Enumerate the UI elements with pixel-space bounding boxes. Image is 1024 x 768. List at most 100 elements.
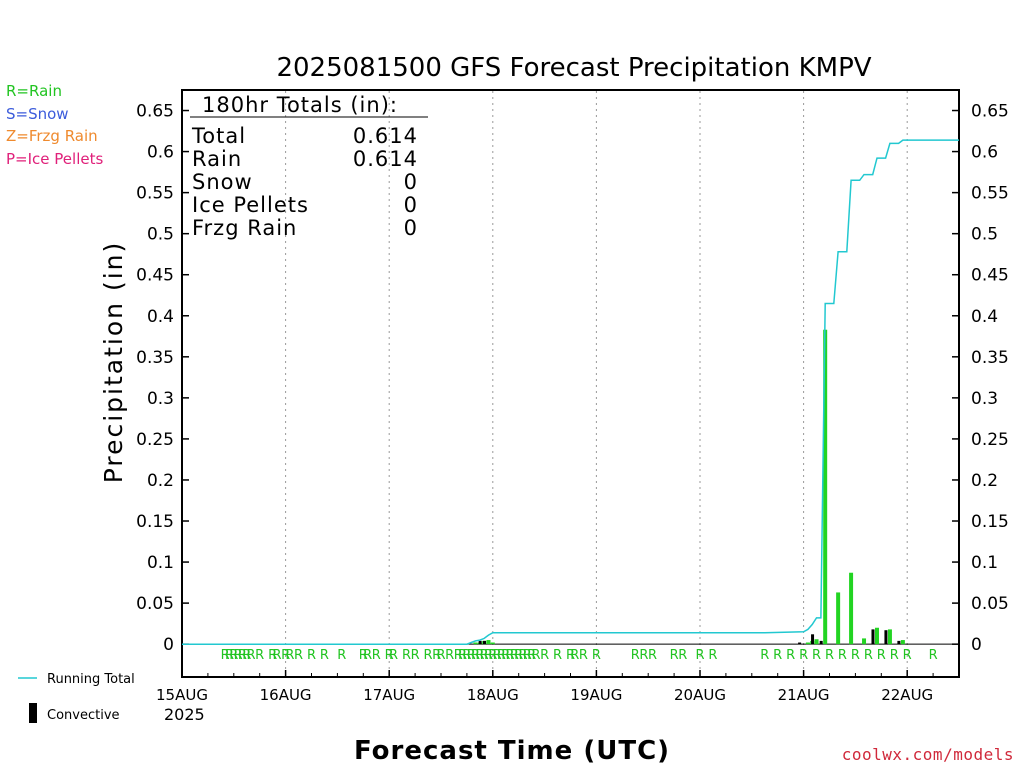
- rain-type-marker: R: [786, 648, 795, 663]
- rain-type-marker: R: [238, 648, 247, 663]
- rain-bar: [823, 329, 828, 645]
- rain-type-marker: R: [484, 648, 493, 663]
- rain-type-marker: R: [402, 648, 411, 663]
- rain-type-marker: R: [514, 648, 523, 663]
- running-total-line: [182, 139, 959, 645]
- y-tick-label-left: 0.2: [147, 471, 174, 491]
- rain-type-marker: R: [523, 648, 532, 663]
- totals-row-label: Snow: [192, 170, 253, 194]
- rain-type-marker: R: [553, 648, 562, 663]
- y-tick-label-left: 0.25: [136, 430, 174, 450]
- rain-bar: [805, 642, 810, 645]
- x-tick-label: 22AUG: [881, 686, 933, 704]
- rain-bar: [836, 592, 841, 645]
- rain-type-marker: R: [799, 648, 808, 663]
- y-tick-label-left: 0.55: [136, 184, 174, 204]
- rain-type-marker: R: [510, 648, 519, 663]
- y-tick-label-right: 0.15: [971, 512, 1009, 532]
- rain-type-marker: R: [488, 648, 497, 663]
- rain-type-marker: R: [497, 648, 506, 663]
- y-tick-label-right: 0.1: [971, 553, 998, 573]
- y-axis-ticks: 0 00.05 0.050.1 0.10.15 0.150.2 0.20.25 0.250.…: [136, 102, 1009, 656]
- y-tick-label-right: 0.45: [971, 266, 1009, 286]
- y-tick-label-left: 0.4: [147, 307, 174, 327]
- rain-type-marker: R: [678, 648, 687, 663]
- rain-type-marker: R: [929, 648, 938, 663]
- convective-bar: [478, 640, 482, 645]
- rain-type-marker: R: [760, 648, 769, 663]
- y-tick-label-right: 0.05: [971, 594, 1009, 614]
- rain-type-marker: R: [337, 648, 346, 663]
- rain-type-marker: R: [385, 648, 394, 663]
- rain-type-marker: R: [359, 648, 368, 663]
- convective-bar: [811, 634, 815, 645]
- y-tick-label-right: 0.4: [971, 307, 998, 327]
- rain-type-marker: R: [531, 648, 540, 663]
- y-tick-label-right: 0.6: [971, 143, 998, 163]
- rain-type-marker: R: [467, 648, 476, 663]
- convective-bar: [871, 629, 875, 645]
- rain-type-marker: R: [506, 648, 515, 663]
- rain-type-marker: R: [436, 648, 445, 663]
- rain-type-marker: R: [540, 648, 549, 663]
- rain-type-marker: R: [838, 648, 847, 663]
- rain-type-marker: R: [851, 648, 860, 663]
- rain-type-marker: R: [890, 648, 899, 663]
- rain-type-marker: R: [648, 648, 657, 663]
- rain-type-marker: R: [424, 648, 433, 663]
- rain-type-marker: R: [307, 648, 316, 663]
- rain-type-marker: R: [695, 648, 704, 663]
- rain-bar: [887, 629, 892, 645]
- x-tick-label: 17AUG: [363, 686, 415, 704]
- rain-bar: [862, 638, 867, 645]
- rain-type-marker: R: [708, 648, 717, 663]
- y-tick-label-left: 0.15: [136, 512, 174, 532]
- totals-row-label: Frzg Rain: [192, 216, 297, 240]
- rain-bar: [490, 642, 495, 645]
- y-tick-label-left: 0.65: [136, 102, 174, 122]
- rain-bar: [486, 640, 491, 645]
- precip-type-legend-item: S=Snow: [6, 104, 69, 123]
- y-tick-label-right: 0: [971, 635, 982, 655]
- x-tick-label: 18AUG: [467, 686, 519, 704]
- credit-link[interactable]: coolwx.com/models: [841, 745, 1014, 764]
- precip-bars: [182, 329, 959, 645]
- x-tick-label: 15AUG: [156, 686, 208, 704]
- y-tick-label-right: 0.55: [971, 184, 1009, 204]
- y-tick-label-right: 0.3: [971, 389, 998, 409]
- x-tick-label: 21AUG: [778, 686, 830, 704]
- rain-type-marker: R: [234, 648, 243, 663]
- rain-type-marker: R: [247, 648, 256, 663]
- rain-type-marker: R: [471, 648, 480, 663]
- rain-type-marker: R: [639, 648, 648, 663]
- rain-type-marker: R: [592, 648, 601, 663]
- totals-row-label: Rain: [192, 147, 242, 171]
- x-axis-label: Forecast Time (UTC): [354, 736, 670, 766]
- totals-row-value: 0: [404, 216, 418, 240]
- convective-bar: [819, 640, 823, 645]
- rain-bar: [900, 640, 905, 645]
- rain-type-marker: R: [432, 648, 441, 663]
- rain-type-marker: R: [225, 648, 234, 663]
- rain-type-marker: R: [221, 648, 230, 663]
- rain-type-marker: R: [570, 648, 579, 663]
- convective-bar: [897, 640, 901, 645]
- rain-bar: [814, 639, 819, 645]
- rain-type-marker: R: [480, 648, 489, 663]
- rain-type-marker: R: [229, 648, 238, 663]
- rain-type-marker: R: [445, 648, 454, 663]
- y-tick-label-right: 0.5: [971, 225, 998, 245]
- grid-lines: [285, 91, 908, 676]
- precip-type-legend-item: R=Rain: [6, 82, 62, 100]
- rain-type-marker: R: [864, 648, 873, 663]
- rain-type-marker: R: [493, 648, 502, 663]
- rain-type-marker: R: [501, 648, 510, 663]
- rain-type-marker: R: [454, 648, 463, 663]
- y-tick-label-left: 0.35: [136, 348, 174, 368]
- totals-header: 180hr Totals (in):: [202, 93, 398, 117]
- totals-row-value: 0.614: [353, 147, 418, 171]
- totals-row-label: Total: [191, 124, 246, 148]
- totals-row-value: 0: [404, 170, 418, 194]
